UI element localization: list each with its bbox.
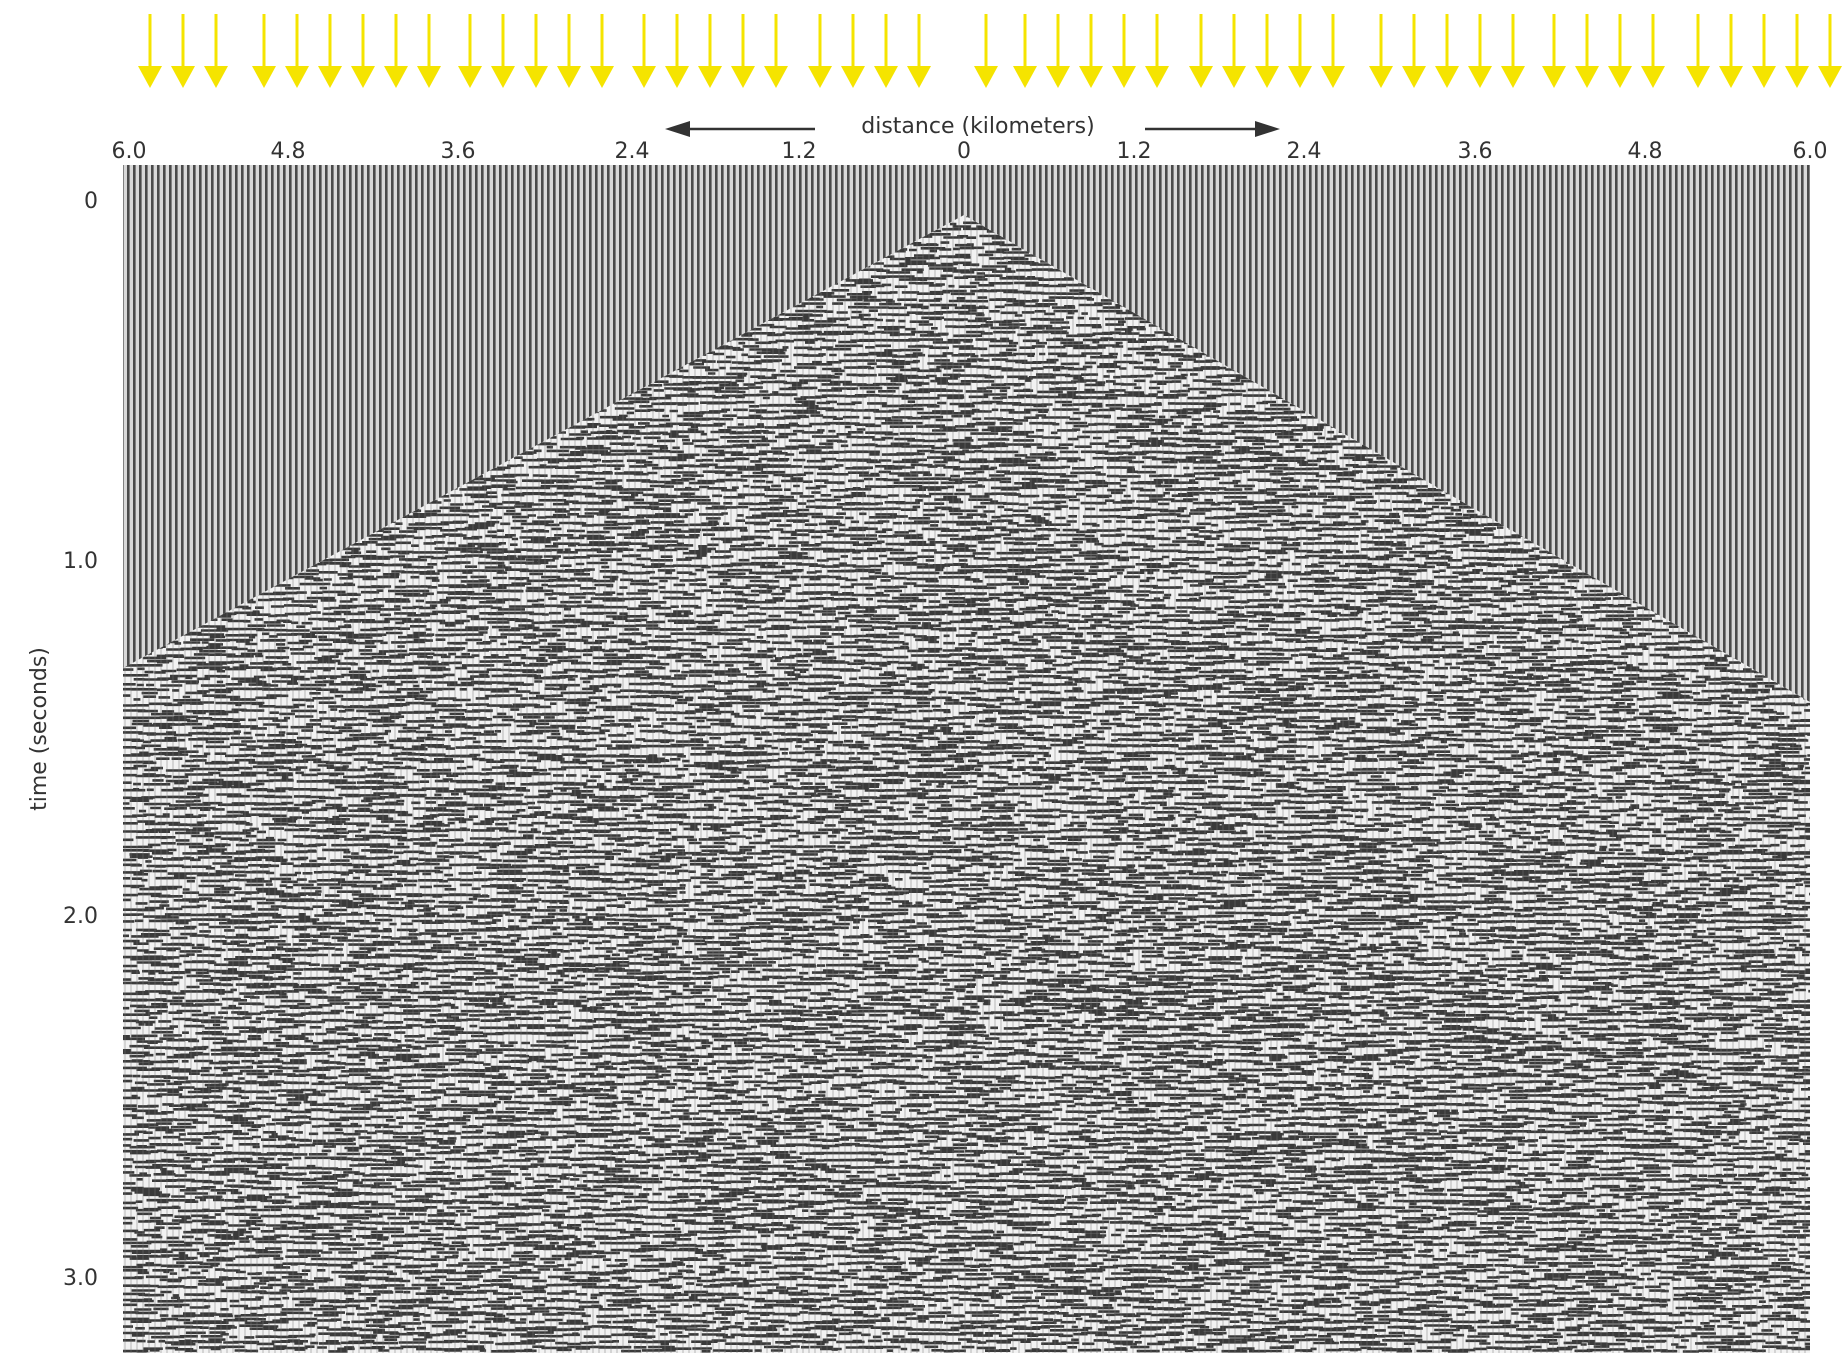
shot-arrow-head (974, 66, 998, 88)
x-tick-label: 3.6 (441, 139, 476, 164)
shot-arrow-head (764, 66, 788, 88)
x-tick-label: 0 (957, 139, 971, 164)
x-tick-label: 6.0 (1793, 139, 1828, 164)
shot-arrow-head (1468, 66, 1492, 88)
shot-arrow-head (417, 66, 441, 88)
shot-arrow-head (1145, 66, 1169, 88)
x-tick-label: 3.6 (1458, 139, 1493, 164)
x-tick-label: 4.8 (271, 139, 306, 164)
shot-arrow-head (1369, 66, 1393, 88)
shot-arrow-head (907, 66, 931, 88)
shot-arrow-head (1255, 66, 1279, 88)
shot-arrow-head (351, 66, 375, 88)
x-axis-label: distance (kilometers) (861, 114, 1094, 139)
shot-arrow-head (1542, 66, 1566, 88)
shot-arrow-head (698, 66, 722, 88)
shot-arrow-head (1079, 66, 1103, 88)
shot-arrow-head (384, 66, 408, 88)
shot-arrow-head (458, 66, 482, 88)
x-tick-label: 6.0 (112, 139, 147, 164)
x-tick-label: 2.4 (1287, 139, 1322, 164)
shot-arrow-head (731, 66, 755, 88)
x-tick-label: 4.8 (1628, 139, 1663, 164)
x-tick-label: 2.4 (615, 139, 650, 164)
shot-arrow-head (590, 66, 614, 88)
shot-arrow-head (1189, 66, 1213, 88)
shot-arrow-head (491, 66, 515, 88)
shot-arrows (138, 14, 1842, 88)
shot-arrow-head (841, 66, 865, 88)
shot-arrow-head (1112, 66, 1136, 88)
shot-arrow-head (204, 66, 228, 88)
y-axis-label: time (seconds) (27, 647, 52, 811)
figure: distance (kilometers) time (seconds) 6.0… (0, 0, 1843, 1353)
y-tick-label: 3.0 (63, 1266, 98, 1291)
shot-arrow-head (874, 66, 898, 88)
shot-arrow-head (632, 66, 656, 88)
shot-arrow-head (1641, 66, 1665, 88)
shot-arrow-head (1608, 66, 1632, 88)
x-tick-label: 1.2 (782, 139, 817, 164)
shot-arrow-head (1752, 66, 1776, 88)
shot-arrow-head (1402, 66, 1426, 88)
shot-arrow-head (1288, 66, 1312, 88)
right-arrow-head (1255, 121, 1280, 137)
shot-arrow-head (808, 66, 832, 88)
shot-arrow-head (1501, 66, 1525, 88)
shot-arrow-head (1321, 66, 1345, 88)
shot-arrow-head (1046, 66, 1070, 88)
shot-arrow-head (285, 66, 309, 88)
shot-arrow-head (1719, 66, 1743, 88)
shot-arrow-head (1818, 66, 1842, 88)
y-tick-label: 1.0 (63, 549, 98, 574)
shot-arrow-head (252, 66, 276, 88)
shot-arrow-head (1575, 66, 1599, 88)
shot-arrow-head (138, 66, 162, 88)
shot-arrow-head (1686, 66, 1710, 88)
left-arrow-head (665, 121, 690, 137)
y-tick-label: 2.0 (63, 904, 98, 929)
shot-arrow-head (1785, 66, 1809, 88)
shot-arrow-head (1222, 66, 1246, 88)
shot-arrow-head (1435, 66, 1459, 88)
y-tick-label: 0 (84, 189, 98, 214)
x-tick-label: 1.2 (1117, 139, 1152, 164)
shot-arrow-head (524, 66, 548, 88)
shot-arrow-head (1013, 66, 1037, 88)
page: {"figure": { "x_axis_label": "distance (… (0, 0, 1843, 1353)
shot-arrow-head (318, 66, 342, 88)
shot-arrow-head (665, 66, 689, 88)
shot-arrow-head (557, 66, 581, 88)
shot-arrow-head (171, 66, 195, 88)
